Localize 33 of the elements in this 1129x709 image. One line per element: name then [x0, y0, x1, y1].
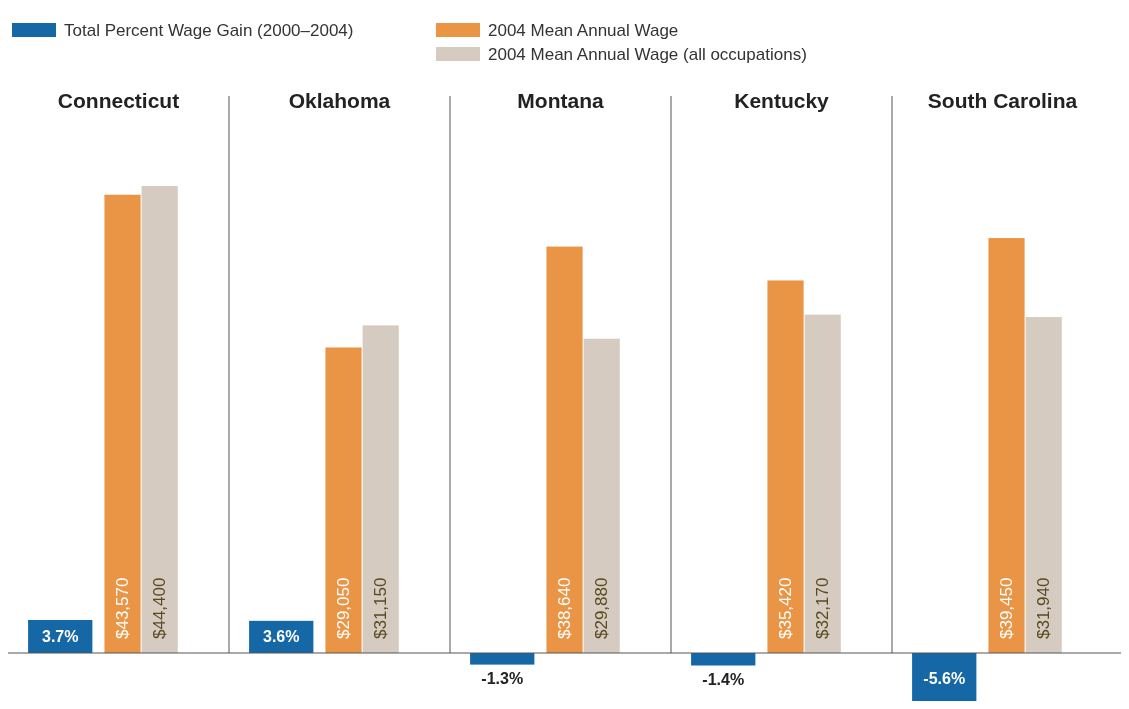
data-label: $44,400 — [150, 577, 170, 639]
x-tick-label: Connecticut — [57, 89, 180, 112]
data-label: -1.4% — [702, 671, 745, 688]
data-label: $32,170 — [813, 577, 833, 639]
data-label: -5.6% — [923, 669, 966, 687]
data-label: -1.3% — [481, 670, 524, 688]
x-tick-label: South Carolina — [927, 89, 1078, 112]
data-label: $29,050 — [334, 577, 354, 639]
data-label: $31,940 — [1034, 577, 1054, 639]
x-tick-label: Kentucky — [734, 89, 830, 112]
x-tick-label: Oklahoma — [288, 89, 391, 112]
bar — [141, 186, 178, 653]
data-label: $43,570 — [113, 577, 133, 639]
bar — [583, 338, 620, 653]
x-tick-label: Montana — [517, 89, 604, 112]
data-label: $35,420 — [776, 577, 796, 639]
bar — [325, 347, 362, 653]
data-label: $29,880 — [592, 577, 612, 639]
data-label: $31,150 — [371, 577, 391, 639]
data-label: $39,450 — [997, 577, 1017, 639]
bar — [362, 325, 399, 653]
bar — [988, 238, 1025, 653]
bar — [1025, 317, 1062, 653]
bar — [767, 280, 804, 653]
legend-label: Total Percent Wage Gain (2000–2004) — [64, 20, 354, 40]
bar — [104, 194, 141, 653]
legend-label: 2004 Mean Annual Wage — [488, 20, 679, 40]
legend-label: 2004 Mean Annual Wage (all occupations) — [488, 44, 807, 64]
data-label: 3.7% — [42, 627, 79, 645]
data-label: $38,640 — [555, 577, 575, 639]
bar — [804, 314, 841, 653]
bar — [546, 246, 583, 653]
data-label: 3.6% — [263, 628, 300, 646]
